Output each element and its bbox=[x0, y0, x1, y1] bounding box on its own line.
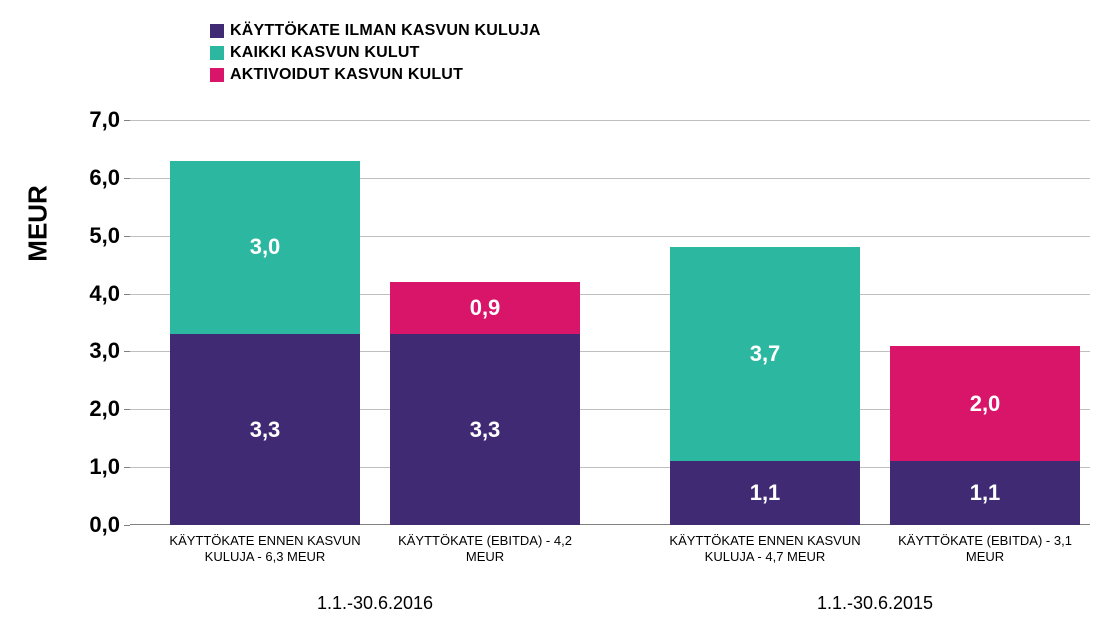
legend-item: KÄYTTÖKATE ILMAN KASVUN KULUJA bbox=[210, 22, 541, 40]
gridline bbox=[130, 120, 1090, 121]
bar-value-label: 3,3 bbox=[390, 417, 580, 443]
category-label: KÄYTTÖKATE (EBITDA) - 3,1 MEUR bbox=[885, 533, 1085, 564]
bar-value-label: 3,3 bbox=[170, 417, 360, 443]
bar-value-label: 2,0 bbox=[890, 391, 1080, 417]
y-tick-mark bbox=[124, 120, 130, 121]
legend-swatch bbox=[210, 46, 224, 60]
y-tick-label: 1,0 bbox=[89, 454, 120, 480]
bar-segment: 0,9 bbox=[390, 282, 580, 334]
y-tick-mark bbox=[124, 467, 130, 468]
category-label: KÄYTTÖKATE (EBITDA) - 4,2 MEUR bbox=[385, 533, 585, 564]
group-label: 1.1.-30.6.2015 bbox=[660, 593, 1090, 614]
y-tick-mark bbox=[124, 236, 130, 237]
legend-item: KAIKKI KASVUN KULUT bbox=[210, 44, 541, 62]
plot-area: 0,01,02,03,04,05,06,07,03,33,0KÄYTTÖKATE… bbox=[130, 120, 1090, 525]
legend: KÄYTTÖKATE ILMAN KASVUN KULUJA KAIKKI KA… bbox=[210, 22, 541, 88]
bar-value-label: 1,1 bbox=[670, 480, 860, 506]
bar-value-label: 3,0 bbox=[170, 234, 360, 260]
y-tick-label: 6,0 bbox=[89, 165, 120, 191]
legend-swatch bbox=[210, 68, 224, 82]
category-label: KÄYTTÖKATE ENNEN KASVUN KULUJA - 4,7 MEU… bbox=[665, 533, 865, 564]
y-tick-mark bbox=[124, 294, 130, 295]
bar-segment: 3,0 bbox=[170, 161, 360, 335]
bar-segment: 3,3 bbox=[170, 334, 360, 525]
y-tick-label: 4,0 bbox=[89, 281, 120, 307]
bar-segment: 1,1 bbox=[670, 461, 860, 525]
ebitda-stacked-bar-chart: KÄYTTÖKATE ILMAN KASVUN KULUJA KAIKKI KA… bbox=[0, 0, 1120, 636]
bar-segment: 1,1 bbox=[890, 461, 1080, 525]
bar-segment: 3,7 bbox=[670, 247, 860, 461]
y-tick-mark bbox=[124, 525, 130, 526]
legend-label: KÄYTTÖKATE ILMAN KASVUN KULUJA bbox=[230, 22, 541, 40]
bar-segment: 2,0 bbox=[890, 346, 1080, 462]
legend-label: AKTIVOIDUT KASVUN KULUT bbox=[230, 66, 463, 84]
y-tick-label: 7,0 bbox=[89, 107, 120, 133]
bar-value-label: 1,1 bbox=[890, 480, 1080, 506]
y-tick-label: 3,0 bbox=[89, 338, 120, 364]
legend-item: AKTIVOIDUT KASVUN KULUT bbox=[210, 66, 541, 84]
y-tick-mark bbox=[124, 178, 130, 179]
y-tick-mark bbox=[124, 351, 130, 352]
bar-segment: 3,3 bbox=[390, 334, 580, 525]
category-label: KÄYTTÖKATE ENNEN KASVUN KULUJA - 6,3 MEU… bbox=[165, 533, 365, 564]
y-tick-label: 5,0 bbox=[89, 223, 120, 249]
bar-value-label: 3,7 bbox=[670, 341, 860, 367]
y-tick-mark bbox=[124, 409, 130, 410]
y-tick-label: 2,0 bbox=[89, 396, 120, 422]
y-tick-label: 0,0 bbox=[89, 512, 120, 538]
y-axis-title: MEUR bbox=[23, 185, 54, 262]
bar-value-label: 0,9 bbox=[390, 295, 580, 321]
legend-swatch bbox=[210, 24, 224, 38]
group-label: 1.1.-30.6.2016 bbox=[160, 593, 590, 614]
legend-label: KAIKKI KASVUN KULUT bbox=[230, 44, 420, 62]
